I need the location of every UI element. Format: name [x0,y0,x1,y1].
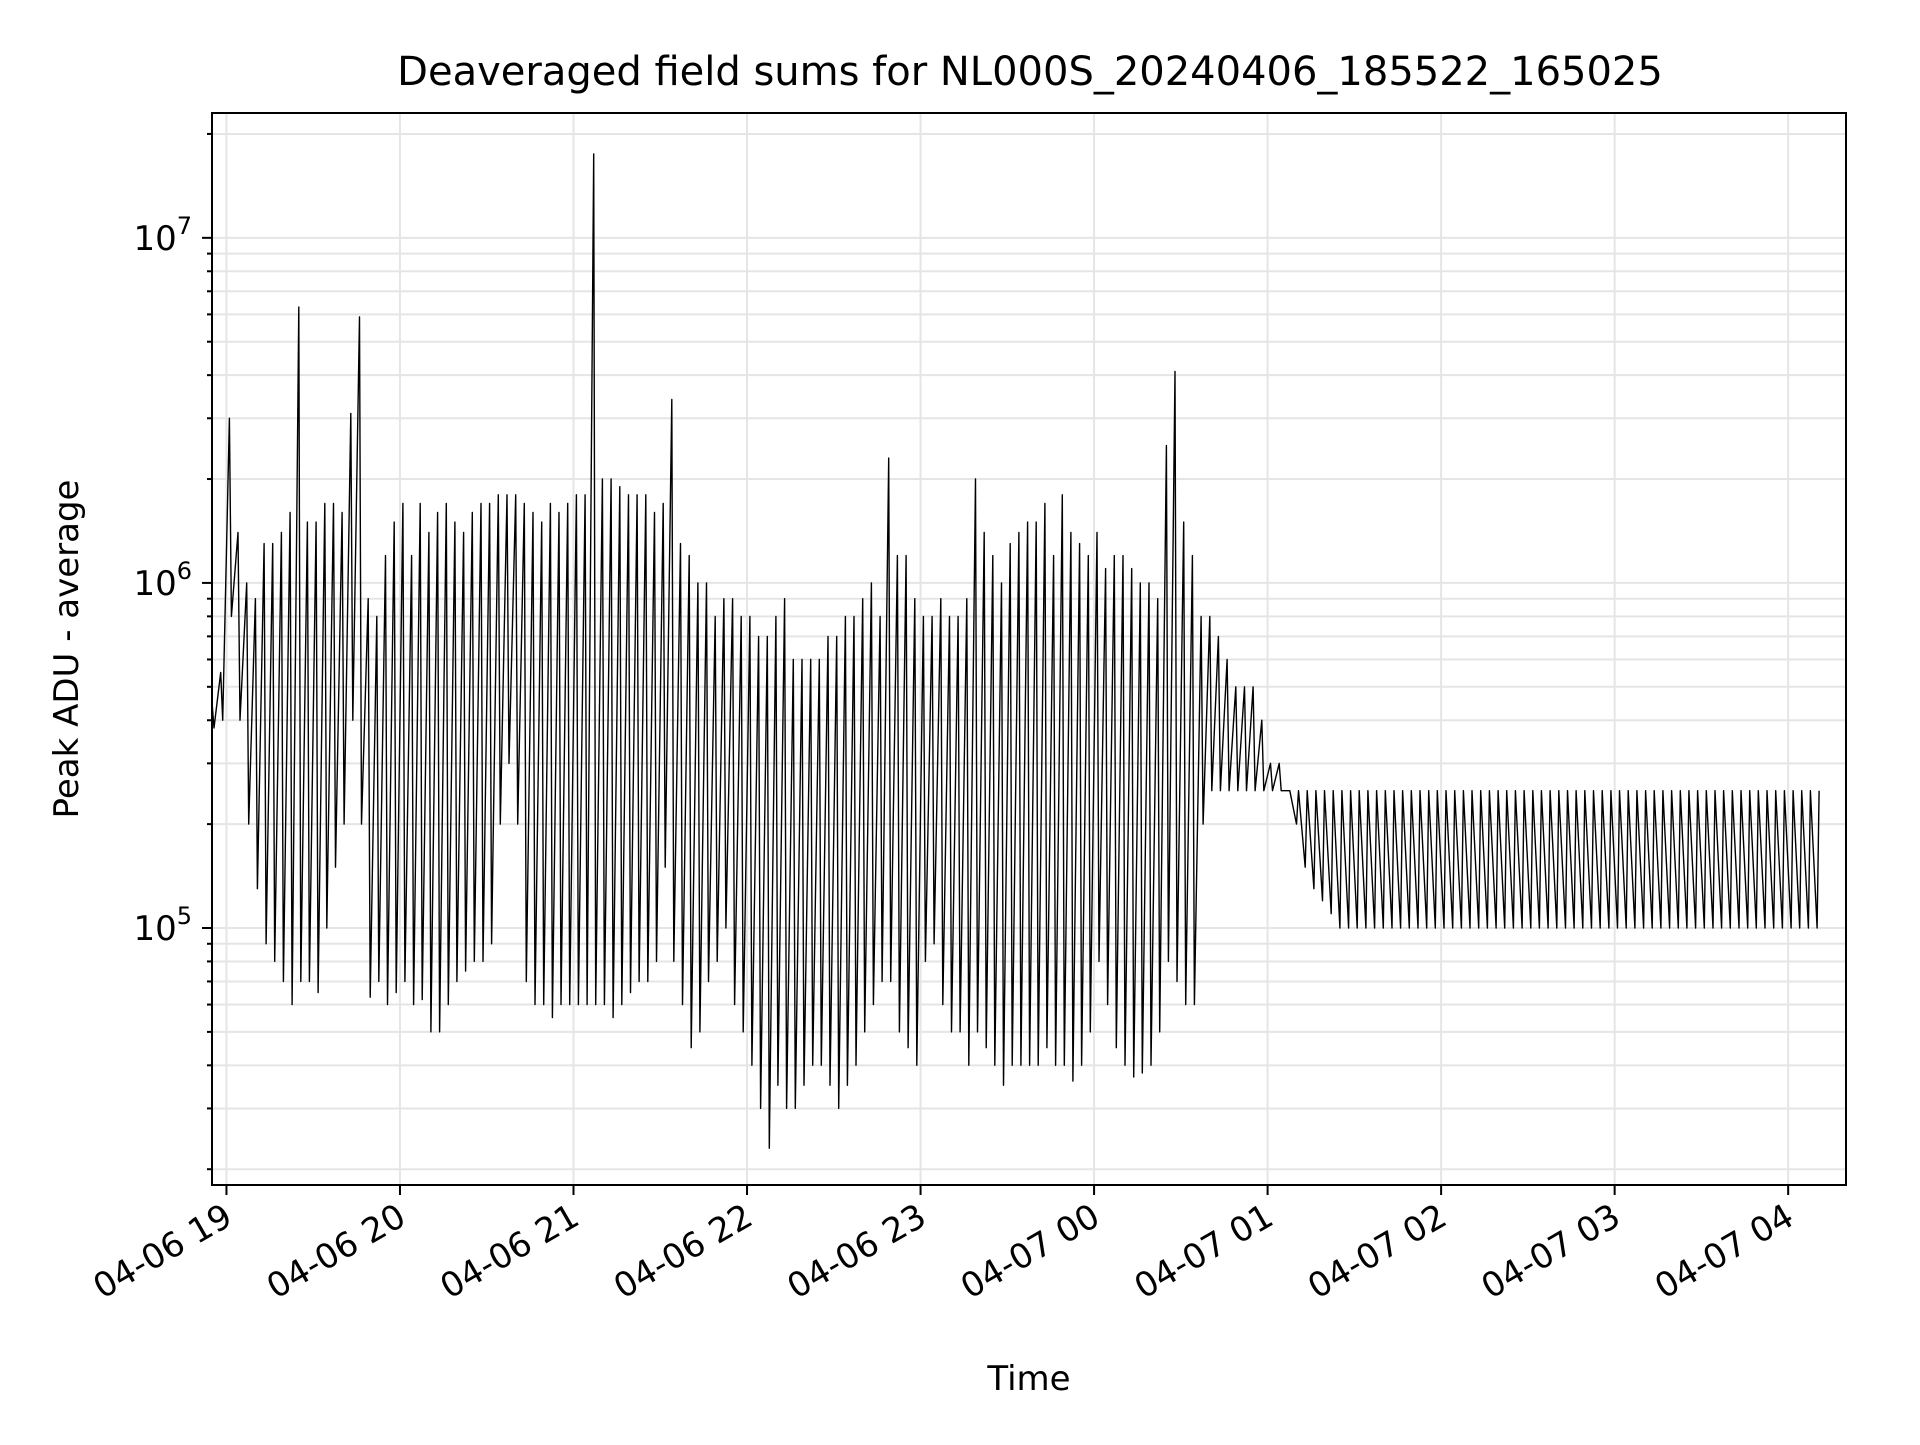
x-axis-label: Time [986,1359,1070,1399]
y-tick-layer: 105 106 107 [133,132,212,1171]
plot-frame [211,112,1847,1186]
y-axis-label: Peak ADU - average [47,480,87,819]
y-tick-label: 107 [133,212,192,259]
y-tick-label: 105 [133,902,192,949]
chart-title: Deaveraged field sums for NL000S_2024040… [397,49,1663,95]
series-line [211,153,1820,1149]
data-layer [211,153,1820,1149]
y-tick-label: 106 [133,557,192,604]
